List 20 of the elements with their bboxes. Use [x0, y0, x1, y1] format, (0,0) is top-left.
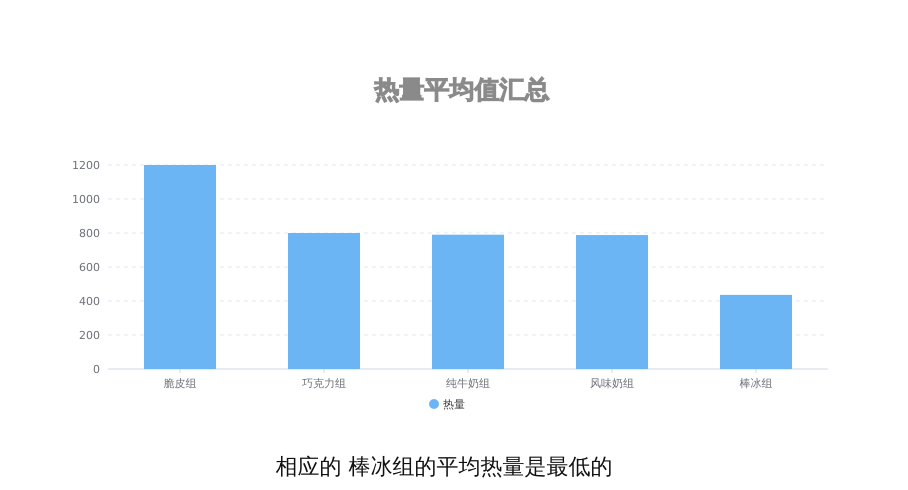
bar [720, 294, 792, 369]
y-tick-label: 400 [79, 295, 100, 308]
x-tick-label: 脆皮组 [164, 377, 196, 390]
bar [576, 235, 648, 369]
bar [144, 165, 216, 369]
y-tick-label: 0 [93, 363, 100, 376]
x-tick-label: 棒冰组 [740, 377, 772, 390]
x-tick-label: 巧克力组 [302, 377, 346, 390]
x-tick-label: 风味奶组 [590, 377, 634, 390]
y-tick-label: 1000 [72, 193, 100, 206]
y-tick-label: 200 [79, 329, 100, 342]
bar [432, 234, 504, 369]
y-tick-label: 1200 [72, 159, 100, 172]
legend-label: 热量 [443, 398, 465, 411]
bar [288, 233, 360, 369]
x-tick-label: 纯牛奶组 [446, 377, 490, 390]
y-tick-label: 600 [79, 261, 100, 274]
chart-title: 热量平均值汇总 [374, 75, 550, 104]
y-tick-label: 800 [79, 227, 100, 240]
text: 相应的 棒冰组的平均热量是最低的 [276, 455, 612, 480]
